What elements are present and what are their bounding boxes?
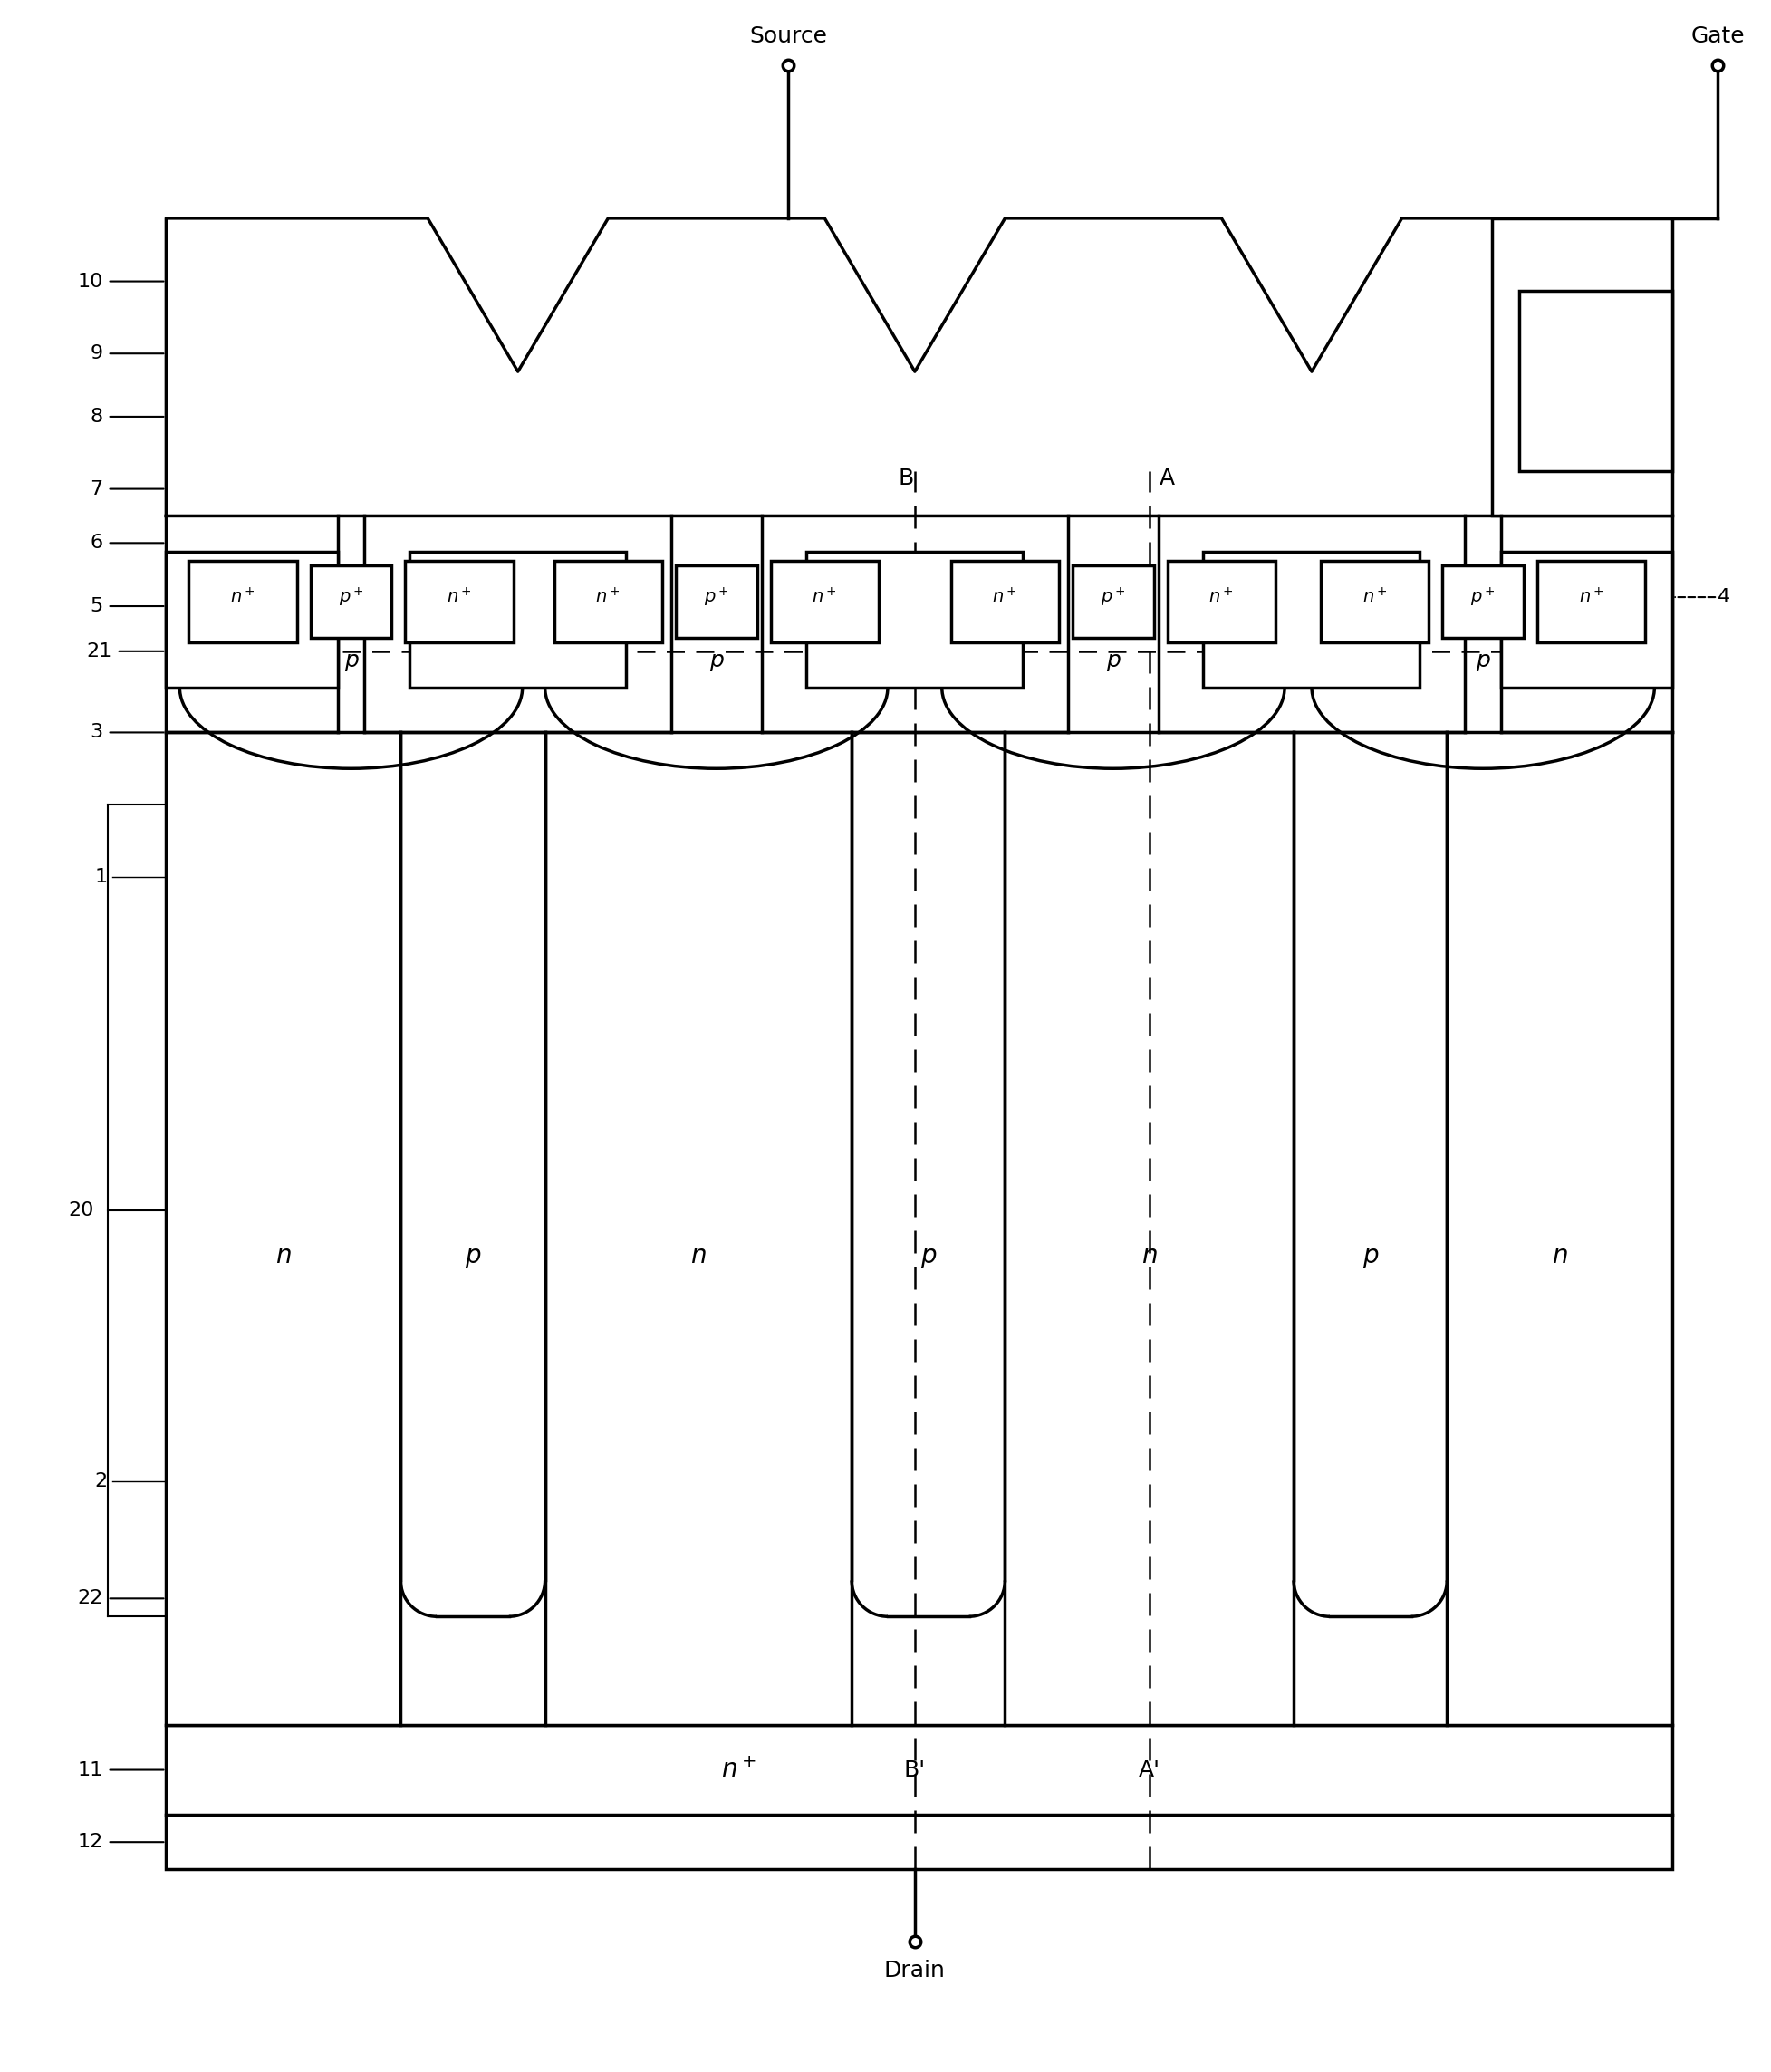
Text: $p^+$: $p^+$	[703, 586, 730, 609]
Bar	[189, 562, 298, 642]
Bar	[806, 551, 1024, 688]
Bar	[310, 566, 391, 638]
Bar	[677, 566, 756, 638]
Bar	[406, 562, 514, 642]
Bar	[1520, 290, 1672, 470]
Text: $n^+$: $n^+$	[1578, 588, 1605, 607]
Text: $n^+$: $n^+$	[1362, 588, 1387, 607]
Text: 5: 5	[90, 597, 103, 615]
Text: B': B'	[903, 1759, 926, 1780]
Bar	[1493, 218, 1672, 516]
Bar	[770, 562, 878, 642]
Text: 2: 2	[94, 1471, 108, 1490]
Bar	[166, 1815, 1672, 1869]
Text: $n^+$: $n^+$	[1210, 588, 1234, 607]
Text: n: n	[276, 1243, 292, 1268]
Text: $n^+$: $n^+$	[595, 588, 622, 607]
Bar	[1321, 562, 1429, 642]
Text: $n^+$: $n^+$	[721, 1757, 756, 1782]
Text: p: p	[1107, 649, 1121, 671]
Bar	[1502, 551, 1672, 688]
Bar	[1167, 562, 1275, 642]
Text: $n^+$: $n^+$	[230, 588, 255, 607]
Text: p: p	[464, 1243, 480, 1268]
Bar	[1204, 551, 1420, 688]
Text: 3: 3	[90, 723, 103, 742]
Text: 21: 21	[87, 642, 112, 661]
Text: A: A	[1160, 466, 1176, 489]
Text: 4: 4	[1718, 588, 1730, 607]
Text: $n^+$: $n^+$	[992, 588, 1018, 607]
Bar	[166, 731, 1672, 1724]
Text: 9: 9	[90, 344, 103, 363]
Text: $n^+$: $n^+$	[811, 588, 838, 607]
Bar	[166, 551, 338, 688]
Polygon shape	[166, 218, 1672, 516]
Bar	[1073, 566, 1155, 638]
Text: 1: 1	[94, 868, 108, 887]
Text: 7: 7	[90, 481, 103, 497]
Text: p: p	[1475, 649, 1489, 671]
Bar	[1537, 562, 1645, 642]
Text: $p^+$: $p^+$	[338, 586, 363, 609]
Text: n: n	[1551, 1243, 1567, 1268]
Text: A': A'	[1139, 1759, 1160, 1780]
Text: 11: 11	[78, 1761, 103, 1780]
Text: $p^+$: $p^+$	[1100, 586, 1126, 609]
Text: Source: Source	[749, 25, 827, 48]
Text: p: p	[708, 649, 724, 671]
Bar	[1443, 566, 1523, 638]
Text: 8: 8	[90, 408, 103, 425]
Text: p: p	[921, 1243, 937, 1268]
Bar	[951, 562, 1059, 642]
Text: p: p	[344, 649, 358, 671]
Bar	[554, 562, 662, 642]
Bar	[166, 1724, 1672, 1815]
Text: n: n	[691, 1243, 707, 1268]
Text: 20: 20	[69, 1202, 94, 1220]
Bar	[409, 551, 627, 688]
Text: $p^+$: $p^+$	[1470, 586, 1496, 609]
Text: Drain: Drain	[884, 1960, 946, 1981]
Text: B: B	[898, 466, 914, 489]
Text: p: p	[1362, 1243, 1378, 1268]
Text: $n^+$: $n^+$	[446, 588, 471, 607]
Text: 10: 10	[78, 271, 103, 290]
Text: 6: 6	[90, 535, 103, 551]
Text: 22: 22	[78, 1589, 103, 1608]
Text: n: n	[1141, 1243, 1156, 1268]
Text: 12: 12	[78, 1834, 103, 1850]
Text: Gate: Gate	[1691, 25, 1744, 48]
